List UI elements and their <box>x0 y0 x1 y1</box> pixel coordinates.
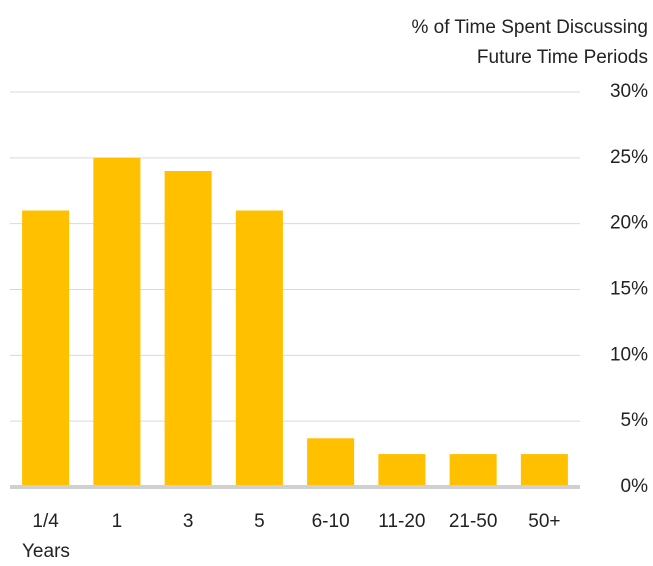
x-tick-label: 6-10 <box>312 511 350 532</box>
y-tick-label: 20% <box>610 213 648 234</box>
y-tick-label: 5% <box>621 410 649 431</box>
x-tick-label: 11-20 <box>378 511 425 532</box>
chart-title: Future Time Periods <box>477 47 648 68</box>
y-tick-label: 15% <box>610 279 648 300</box>
y-tick-label: 10% <box>610 344 648 365</box>
bar <box>93 157 141 488</box>
x-axis-label: Years <box>22 541 70 562</box>
x-tick-label: 3 <box>183 511 194 532</box>
x-tick-label: 1 <box>112 511 123 532</box>
x-tick-label: 21-50 <box>449 511 498 532</box>
chart-title: % of Time Spent Discussing <box>411 17 648 38</box>
bar <box>22 210 70 487</box>
x-tick-label: 1/4 <box>32 511 59 532</box>
bar <box>307 438 355 487</box>
x-tick-label: 50+ <box>528 511 560 532</box>
y-tick-label: 25% <box>610 147 648 168</box>
bar <box>164 171 212 487</box>
y-tick-label: 30% <box>610 81 648 102</box>
bar <box>378 454 426 487</box>
x-tick-label: 5 <box>254 511 265 532</box>
bar <box>449 454 497 487</box>
y-tick-label: 0% <box>621 476 649 497</box>
bar <box>235 210 283 487</box>
bar <box>520 454 568 487</box>
